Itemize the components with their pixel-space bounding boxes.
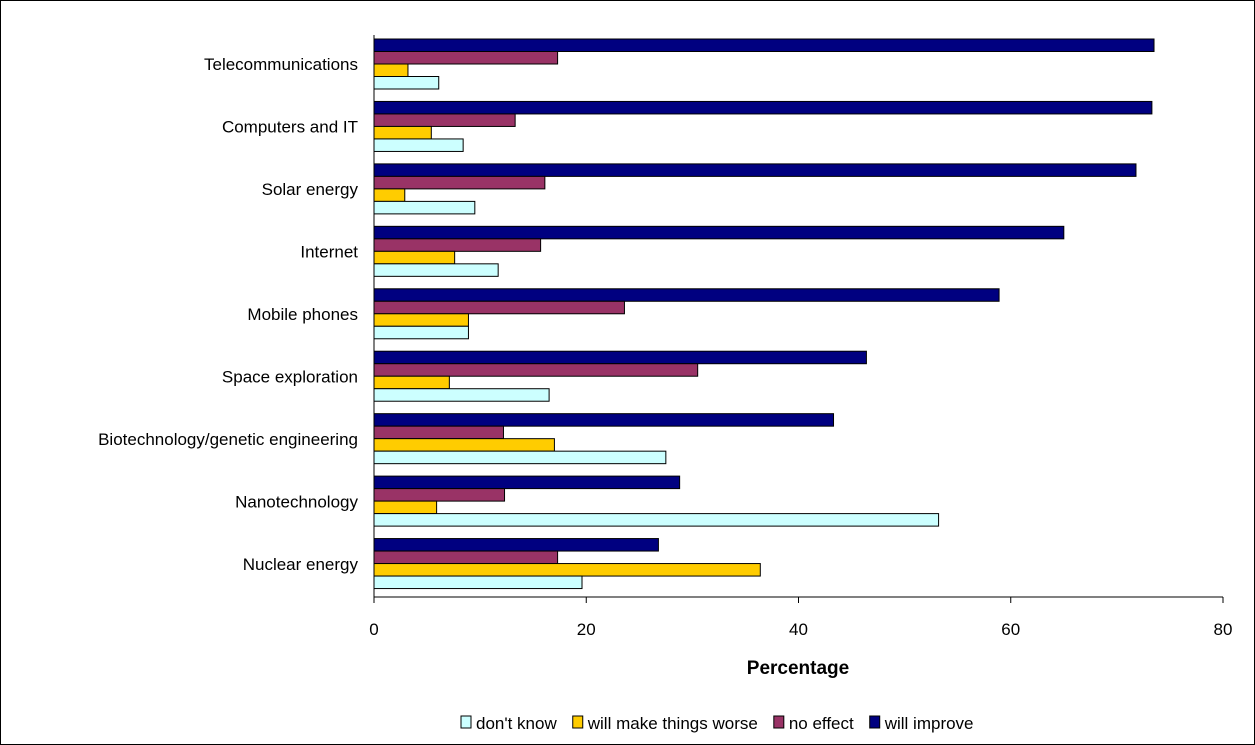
x-tick-label: 20 (577, 620, 596, 639)
bar (373, 188, 406, 202)
category-label: Space exploration (222, 367, 358, 386)
bar (373, 450, 667, 465)
legend-item: don't know (460, 714, 557, 733)
bar (373, 125, 432, 140)
bar (373, 488, 506, 502)
bar (373, 288, 1000, 302)
bar (373, 250, 456, 265)
legend: don't know will make things worse no effec… (460, 714, 974, 733)
x-tick-label: 0 (369, 620, 378, 639)
bar (373, 363, 699, 377)
bar (373, 350, 867, 365)
legend-label: don't know (476, 714, 557, 733)
legend-item: will make things worse (572, 714, 758, 733)
category-label: Mobile phones (247, 305, 358, 324)
category-label: Nanotechnology (235, 492, 358, 511)
bar (373, 113, 516, 127)
bar (373, 375, 450, 390)
bar (373, 538, 659, 552)
legend-swatch (460, 715, 472, 729)
x-tick-label: 80 (1214, 620, 1233, 639)
legend-item: no effect (773, 714, 854, 733)
category-label: Internet (300, 243, 358, 262)
legend-label: will make things worse (587, 714, 758, 733)
bar (373, 313, 469, 327)
bar (373, 300, 625, 315)
category-label: Solar energy (262, 180, 359, 199)
bar (373, 100, 1153, 115)
bar (373, 575, 583, 590)
x-tick-label: 60 (1001, 620, 1020, 639)
bar (373, 38, 1155, 52)
bar (373, 563, 761, 577)
category-label: Biotechnology/genetic engineering (98, 430, 358, 449)
bar (373, 388, 550, 402)
legend-swatch (773, 715, 785, 729)
category-label: Computers and IT (222, 118, 358, 137)
x-tick-label: 40 (789, 620, 808, 639)
bar (373, 500, 438, 515)
bar (373, 438, 555, 452)
bar (373, 175, 546, 190)
bar (373, 425, 504, 440)
bar (373, 76, 440, 90)
bar (373, 238, 542, 252)
bar (373, 200, 476, 215)
bar (373, 225, 1065, 240)
bar (373, 163, 1137, 177)
bar (373, 513, 940, 527)
bar (373, 263, 499, 277)
legend-swatch (572, 715, 584, 729)
category-label: Nuclear energy (243, 555, 359, 574)
bar (373, 475, 681, 490)
bar (373, 51, 559, 65)
category-label: Telecommunications (204, 55, 358, 74)
bar (373, 138, 464, 152)
ticks-layer: 0 20 40 60 80 (369, 597, 1232, 639)
x-axis-title: Percentage (747, 658, 849, 679)
legend-label: no effect (789, 714, 854, 733)
legend-swatch (869, 715, 881, 729)
bar (373, 550, 559, 565)
category-labels: Telecommunications Computers and IT Solar … (98, 55, 358, 574)
legend-item: will improve (869, 714, 974, 733)
legend-label: will improve (884, 714, 974, 733)
bar (373, 325, 469, 340)
bars-layer (373, 38, 1155, 590)
bar (373, 413, 835, 427)
bar (373, 63, 409, 77)
